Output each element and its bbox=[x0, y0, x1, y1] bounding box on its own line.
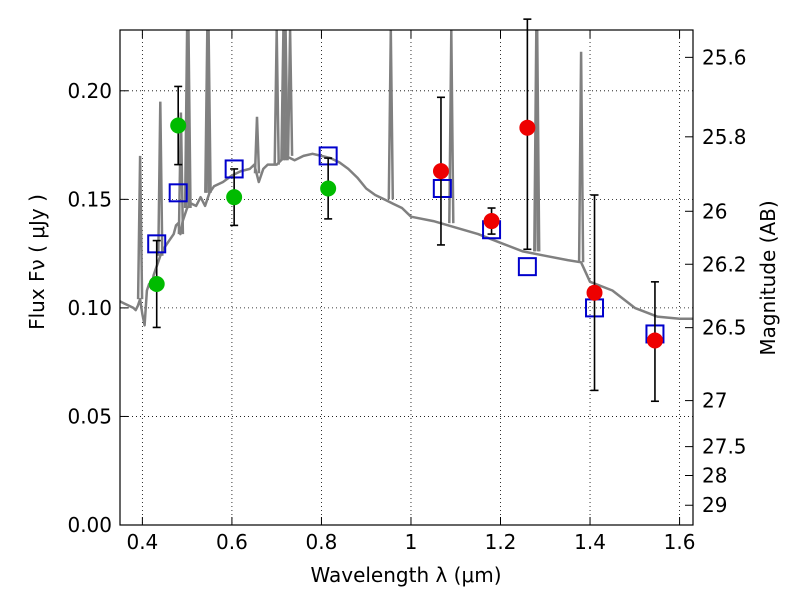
model-photometry-point bbox=[168, 183, 188, 203]
x-tick-label: 1.2 bbox=[485, 530, 517, 554]
emission-line-spike bbox=[183, 30, 191, 209]
optical-detection-point bbox=[170, 117, 187, 134]
right-tick-label: 27.5 bbox=[702, 435, 747, 459]
plot-frame bbox=[119, 29, 694, 526]
y-tick-label: 0.10 bbox=[67, 296, 112, 320]
right-tick-label: 25.8 bbox=[702, 125, 747, 149]
x-tick-label: 0.4 bbox=[126, 530, 158, 554]
right-tick-label: 26.2 bbox=[702, 252, 747, 276]
x-tick-label: 1.6 bbox=[664, 530, 696, 554]
x-axis-label: Wavelength λ (μm) bbox=[310, 563, 501, 587]
emission-line-spike bbox=[204, 30, 211, 193]
right-tick-label: 26 bbox=[702, 199, 727, 223]
emission-line-spike bbox=[136, 155, 144, 300]
right-tick-label: 29 bbox=[702, 493, 727, 517]
emission-line-spike bbox=[286, 30, 294, 156]
optical-detection-point bbox=[148, 276, 165, 293]
model-photometry-point bbox=[432, 178, 452, 198]
emission-line-spike bbox=[448, 30, 455, 224]
x-tick-label: 0.8 bbox=[306, 530, 338, 554]
optical-detection-point bbox=[226, 189, 243, 206]
right-tick-label: 26.5 bbox=[702, 316, 747, 340]
error-bars bbox=[147, 18, 665, 403]
nir-detection-point bbox=[646, 332, 663, 349]
right-axis-label: Magnitude (AB) bbox=[756, 200, 780, 355]
y-tick-label: 0.15 bbox=[67, 187, 112, 211]
y-tick-label: 0.20 bbox=[67, 79, 112, 103]
nir-detection-point bbox=[432, 163, 449, 180]
y-tick-label: 0.05 bbox=[67, 404, 112, 428]
emission-line-spike bbox=[273, 30, 280, 165]
emission-line-spike bbox=[387, 30, 395, 200]
x-tick-label: 1.4 bbox=[574, 530, 606, 554]
emission-line-spike bbox=[205, 30, 212, 193]
plot-background bbox=[120, 30, 693, 525]
optical-detection-point bbox=[320, 180, 337, 197]
y-tick-label: 0.00 bbox=[67, 513, 112, 537]
emission-line-spike bbox=[253, 116, 261, 174]
nir-detection-point bbox=[519, 119, 536, 136]
emission-line-spike bbox=[177, 112, 185, 235]
right-tick-label: 25.6 bbox=[702, 45, 747, 69]
x-tick-label: 0.6 bbox=[216, 530, 248, 554]
x-tick-label: 1 bbox=[405, 530, 418, 554]
nir-detection-point bbox=[586, 284, 603, 301]
emission-line-spike bbox=[282, 30, 289, 161]
right-tick-label: 27 bbox=[702, 389, 727, 413]
emission-line-spike bbox=[157, 101, 164, 256]
right-tick-label: 28 bbox=[702, 464, 727, 488]
y-axis-label: Flux Fν ( μJy ) bbox=[25, 194, 49, 330]
emission-line-spike bbox=[185, 30, 192, 209]
nir-detection-point bbox=[483, 213, 500, 230]
ticks: 0.4 0.6 0.8 1 1.2 1.4 1.6 0.00 0.05 0.10 0.15 0.20 2… bbox=[67, 30, 747, 554]
emission-line-spike bbox=[577, 51, 585, 263]
grid bbox=[120, 30, 693, 526]
model-photometry-point bbox=[517, 257, 537, 277]
emission-line-spike bbox=[533, 30, 541, 252]
